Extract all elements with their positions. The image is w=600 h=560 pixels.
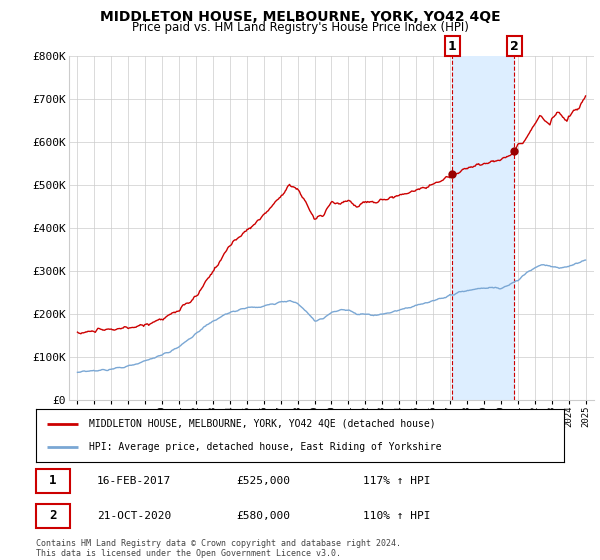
Text: 21-OCT-2020: 21-OCT-2020 <box>97 511 171 521</box>
Text: £525,000: £525,000 <box>236 476 290 486</box>
Text: 1: 1 <box>49 474 56 487</box>
Text: 117% ↑ HPI: 117% ↑ HPI <box>364 476 431 486</box>
FancyBboxPatch shape <box>36 469 70 493</box>
Text: 2: 2 <box>49 510 56 522</box>
FancyBboxPatch shape <box>36 503 70 528</box>
Text: HPI: Average price, detached house, East Riding of Yorkshire: HPI: Average price, detached house, East… <box>89 442 442 452</box>
Text: £580,000: £580,000 <box>236 511 290 521</box>
Text: Contains HM Land Registry data © Crown copyright and database right 2024.
This d: Contains HM Land Registry data © Crown c… <box>36 539 401 558</box>
Text: MIDDLETON HOUSE, MELBOURNE, YORK, YO42 4QE (detached house): MIDDLETON HOUSE, MELBOURNE, YORK, YO42 4… <box>89 419 436 429</box>
Text: 2: 2 <box>510 40 519 53</box>
Text: 1: 1 <box>448 40 457 53</box>
Text: 110% ↑ HPI: 110% ↑ HPI <box>364 511 431 521</box>
Text: Price paid vs. HM Land Registry's House Price Index (HPI): Price paid vs. HM Land Registry's House … <box>131 21 469 34</box>
Text: 16-FEB-2017: 16-FEB-2017 <box>97 476 171 486</box>
Bar <box>452 56 514 400</box>
Text: MIDDLETON HOUSE, MELBOURNE, YORK, YO42 4QE: MIDDLETON HOUSE, MELBOURNE, YORK, YO42 4… <box>100 10 500 24</box>
